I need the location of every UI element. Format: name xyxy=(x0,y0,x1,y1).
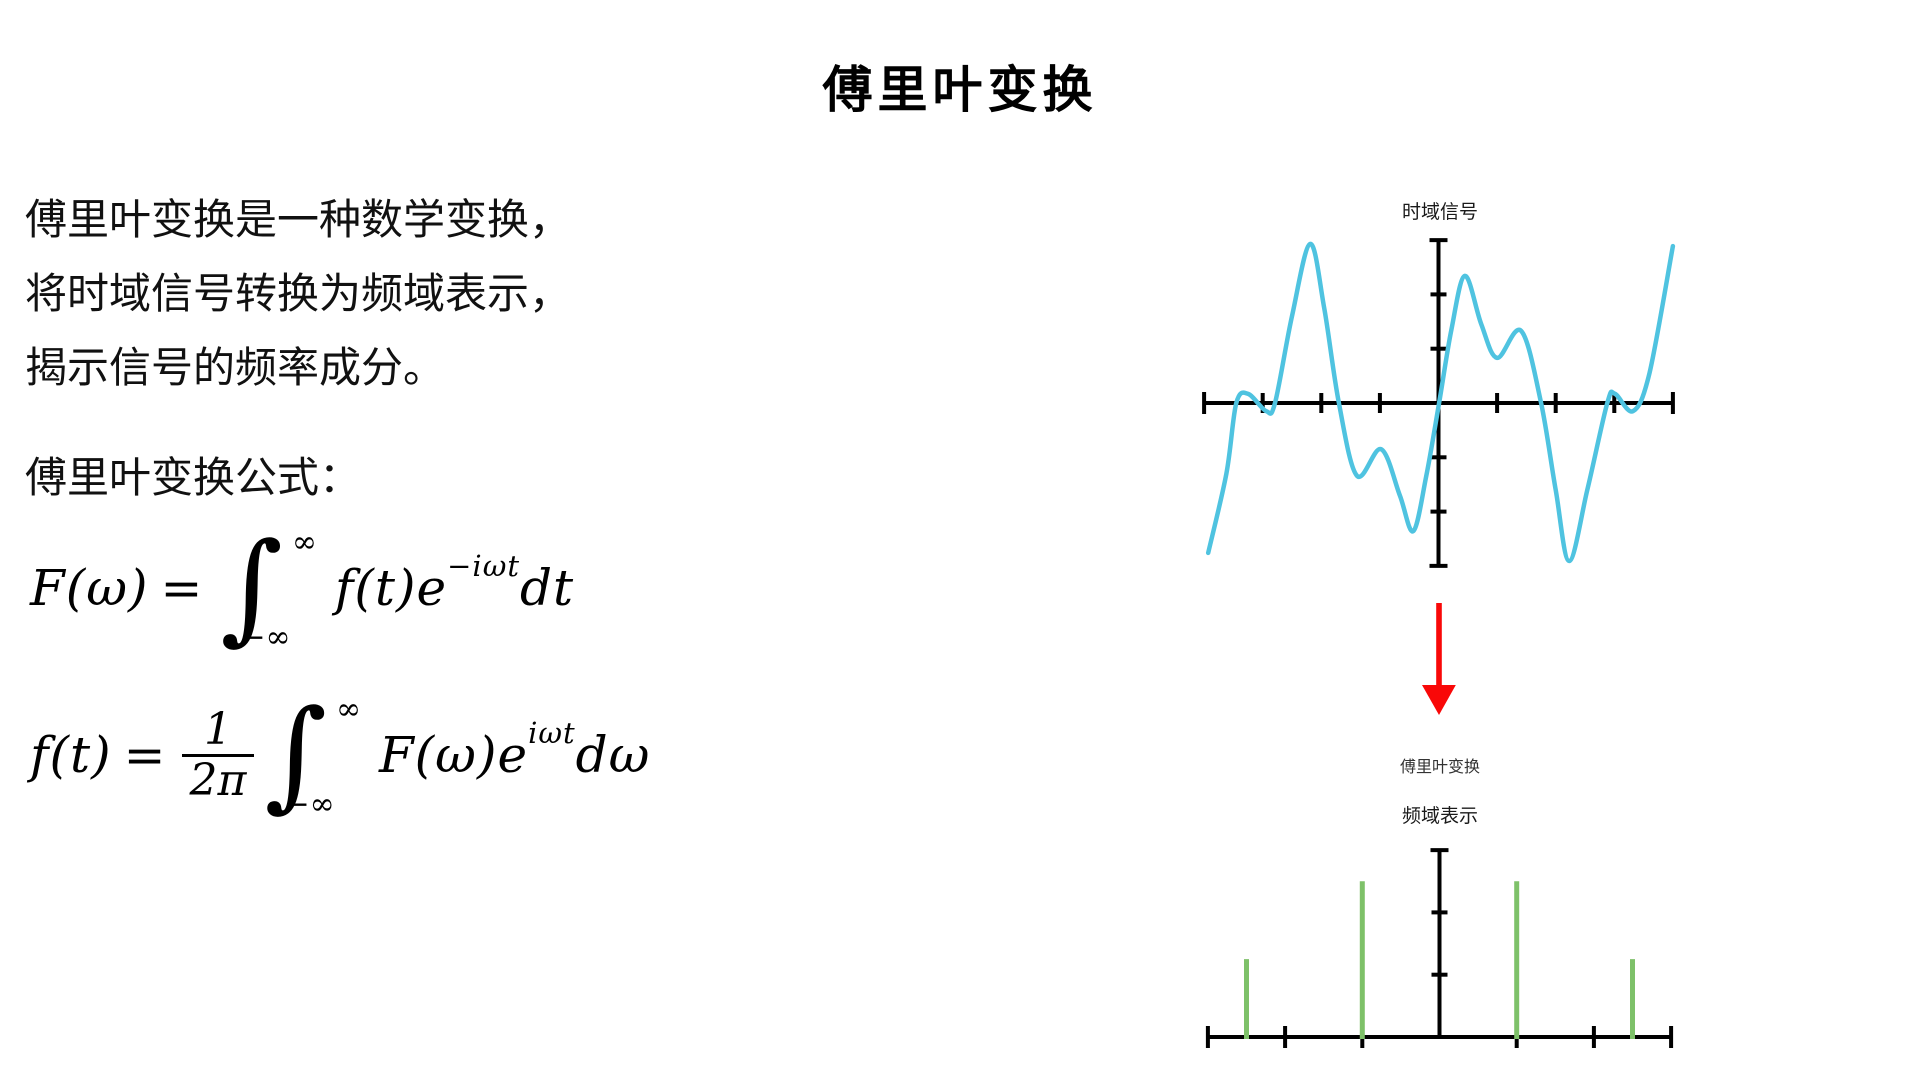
formula-lhs: F(ω) xyxy=(30,559,149,617)
fraction: 1 2π xyxy=(181,703,255,805)
down-arrow-icon xyxy=(1422,603,1456,715)
integral-upper-bound: ∞ xyxy=(291,524,317,560)
formula-integrand: f(t)e xyxy=(334,559,448,617)
integral-lower-bound: −∞ xyxy=(284,786,335,822)
time-domain-chart xyxy=(1202,238,1676,568)
transform-arrow-label: 傅里叶变换 xyxy=(1399,759,1480,776)
fourier-forward-formula: F(ω) = ∫ ∞ −∞ f(t)e −iωt dt xyxy=(30,512,574,664)
intro-line: 傅里叶变换是一种数学变换， xyxy=(25,196,572,243)
page-title: 傅里叶变换 xyxy=(822,62,1098,118)
formula-exponent: iωt xyxy=(528,716,576,750)
formula-differential: dt xyxy=(520,559,575,617)
integral-upper-bound: ∞ xyxy=(335,691,361,727)
equals-sign: = xyxy=(160,559,203,617)
intro-line: 揭示信号的频率成分。 xyxy=(25,344,446,391)
fraction-numerator: 1 xyxy=(203,703,232,755)
formula-exponent: −iωt xyxy=(447,549,520,583)
integral-lower-bound: −∞ xyxy=(240,619,291,655)
integral-sign: ∫ ∞ −∞ xyxy=(220,517,317,657)
intro-paragraph: 傅里叶变换是一种数学变换， 将时域信号转换为频域表示， 揭示信号的频率成分。 xyxy=(25,183,571,405)
freq-chart-title: 频域表示 xyxy=(1401,806,1478,827)
intro-line: 将时域信号转换为频域表示， xyxy=(25,270,572,317)
fourier-inverse-formula: f(t) = 1 2π ∫ ∞ −∞ F(ω)e iωt dω xyxy=(30,676,650,834)
frequency-domain-chart xyxy=(1205,848,1674,1048)
time-chart-title: 时域信号 xyxy=(1401,202,1478,223)
formula-differential: dω xyxy=(575,726,651,784)
formula-heading: 傅里叶变换公式： xyxy=(25,454,362,501)
equals-sign: = xyxy=(123,726,166,784)
formula-integrand: F(ω)e xyxy=(378,726,529,784)
signal-curve xyxy=(1205,241,1676,564)
integral-sign: ∫ ∞ −∞ xyxy=(264,684,361,824)
fraction-denominator: 2π xyxy=(181,753,255,805)
formula-lhs: f(t) xyxy=(30,726,112,784)
